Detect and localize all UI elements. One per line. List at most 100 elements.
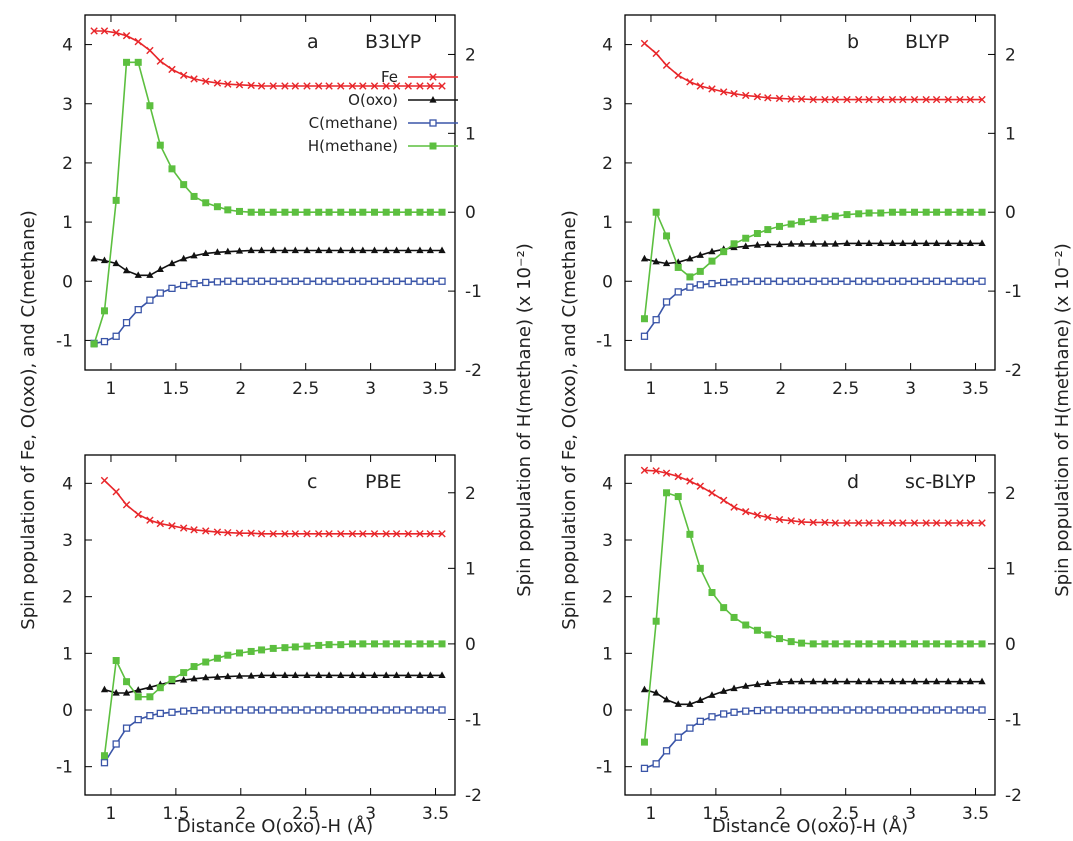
data-point — [202, 527, 210, 535]
data-point — [416, 208, 424, 216]
data-point — [426, 671, 434, 679]
data-point — [370, 706, 379, 714]
data-point — [899, 706, 907, 714]
data-point — [291, 706, 299, 714]
data-point — [257, 82, 266, 90]
data-point — [899, 277, 907, 285]
data-point — [281, 82, 289, 90]
data-point — [429, 73, 437, 81]
data-point — [640, 764, 649, 773]
data-point — [404, 82, 412, 90]
data-point — [190, 251, 198, 259]
panel-label: d — [847, 471, 859, 493]
data-point — [855, 239, 863, 246]
data-point — [865, 209, 873, 217]
y-tick-label: 3 — [62, 95, 73, 115]
data-point — [978, 640, 986, 648]
data-point — [966, 239, 974, 246]
data-point — [742, 682, 750, 689]
data-point — [922, 277, 930, 285]
data-point — [944, 519, 952, 527]
data-point — [146, 102, 154, 110]
data-point — [797, 239, 806, 247]
data-point — [156, 57, 164, 65]
data-point — [855, 640, 863, 648]
y-tick-label: -1 — [596, 758, 613, 778]
y2-tick-label: 1 — [465, 559, 476, 579]
plot-frame — [624, 14, 996, 371]
data-point — [156, 709, 164, 718]
data-point — [392, 246, 401, 254]
y-tick-label: 0 — [602, 701, 613, 721]
series-line — [643, 491, 982, 743]
data-point — [831, 95, 840, 104]
data-point — [213, 673, 222, 680]
data-point — [944, 706, 952, 714]
data-point — [190, 192, 198, 200]
data-point — [168, 522, 176, 530]
series-cmethane — [640, 277, 986, 340]
data-point — [843, 211, 851, 219]
data-point — [325, 246, 333, 254]
data-point — [652, 257, 660, 265]
series-line — [644, 709, 982, 770]
x-tick-label: 1 — [646, 379, 657, 399]
data-point — [303, 671, 311, 679]
data-point — [831, 212, 839, 220]
data-point — [944, 640, 952, 648]
data-point — [426, 208, 434, 216]
data-point — [100, 759, 109, 767]
data-point — [359, 82, 367, 90]
data-point — [956, 208, 964, 216]
data-point — [348, 640, 356, 648]
data-point — [416, 246, 424, 254]
data-point — [90, 340, 98, 348]
data-point — [325, 82, 333, 90]
data-point — [224, 80, 232, 88]
data-point — [315, 246, 323, 254]
panel-title: sc-BLYP — [905, 471, 976, 493]
data-point — [202, 199, 210, 207]
series-line — [643, 209, 982, 319]
data-point — [190, 526, 198, 534]
data-point — [865, 640, 873, 648]
y2-tick-label: -1 — [465, 710, 482, 730]
data-point — [932, 95, 941, 104]
data-point — [247, 277, 255, 285]
data-point — [742, 234, 750, 242]
data-point — [764, 226, 772, 234]
data-point — [247, 647, 255, 655]
data-point — [426, 530, 435, 538]
data-point — [674, 733, 682, 741]
data-point — [371, 640, 379, 648]
data-point — [843, 640, 851, 648]
data-point — [652, 208, 660, 216]
x-tick-label: 2.5 — [292, 804, 319, 824]
data-point — [168, 284, 176, 293]
data-point — [247, 529, 255, 537]
data-point — [112, 689, 120, 696]
data-point — [877, 706, 885, 714]
data-point — [922, 519, 930, 527]
data-point — [966, 640, 974, 648]
y-tick-label: 3 — [602, 95, 613, 115]
data-point — [888, 677, 897, 685]
x-tick-label: 2.5 — [832, 379, 859, 399]
data-point — [168, 708, 176, 716]
series-ooxo — [90, 246, 446, 278]
data-point — [404, 530, 412, 538]
data-point — [359, 640, 367, 648]
data-point — [966, 95, 975, 104]
data-point — [122, 724, 131, 732]
data-point — [281, 644, 289, 652]
y-tick-label: 1 — [62, 644, 73, 664]
y2-tick-label: 0 — [1005, 635, 1016, 655]
data-point — [392, 277, 401, 285]
data-point — [146, 683, 154, 690]
data-point — [720, 278, 728, 287]
data-point — [112, 488, 120, 496]
data-point — [775, 94, 784, 103]
data-point — [190, 279, 198, 288]
data-point — [348, 671, 357, 679]
data-point — [180, 281, 188, 290]
